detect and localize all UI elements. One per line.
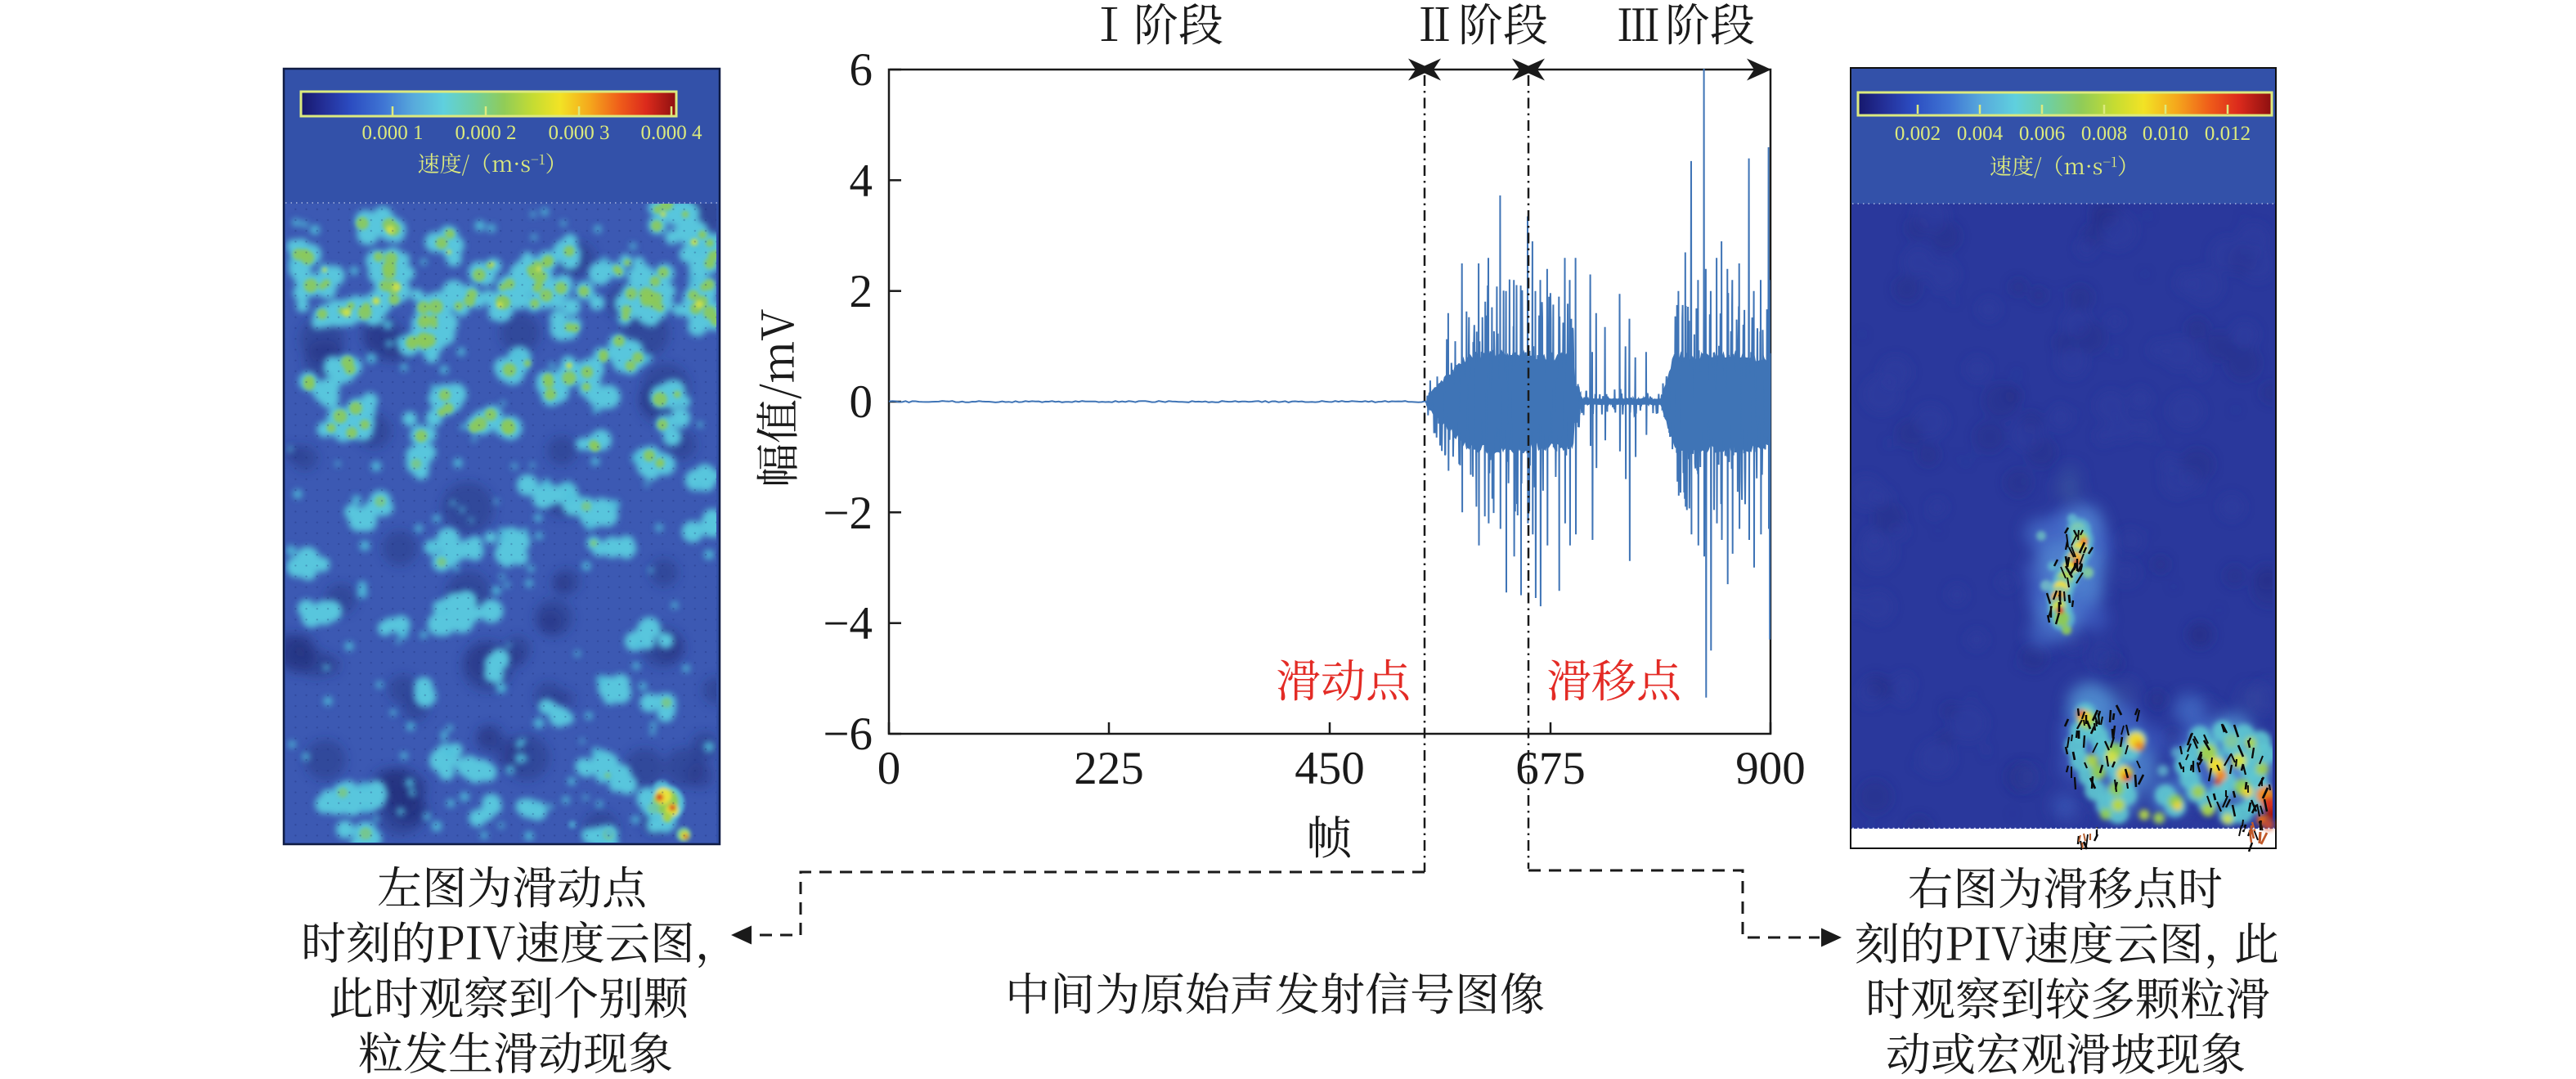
svg-text:0.006: 0.006 [2019, 123, 2065, 145]
svg-text:225: 225 [1074, 743, 1144, 794]
svg-text:−6: −6 [823, 708, 873, 760]
svg-text:675: 675 [1515, 743, 1586, 794]
svg-text:−2: −2 [823, 488, 873, 539]
svg-text:0.012: 0.012 [2205, 123, 2251, 145]
svg-text:2: 2 [850, 266, 873, 317]
svg-text:0.000 1: 0.000 1 [362, 122, 424, 144]
svg-text:0.000 3: 0.000 3 [549, 122, 610, 144]
svg-text:450: 450 [1295, 743, 1365, 794]
svg-text:6: 6 [850, 44, 873, 96]
svg-text:900: 900 [1735, 743, 1806, 794]
svg-text:0.004: 0.004 [1957, 123, 2004, 145]
svg-text:0: 0 [850, 376, 873, 428]
svg-text:0.010: 0.010 [2143, 123, 2188, 145]
svg-text:0.000 4: 0.000 4 [641, 122, 703, 144]
svg-text:0.002: 0.002 [1895, 123, 1941, 145]
svg-text:0.000 2: 0.000 2 [456, 122, 517, 144]
svg-text:0: 0 [877, 743, 901, 794]
svg-text:−4: −4 [823, 598, 873, 650]
svg-text:4: 4 [850, 155, 873, 207]
svg-text:0.008: 0.008 [2081, 123, 2127, 145]
